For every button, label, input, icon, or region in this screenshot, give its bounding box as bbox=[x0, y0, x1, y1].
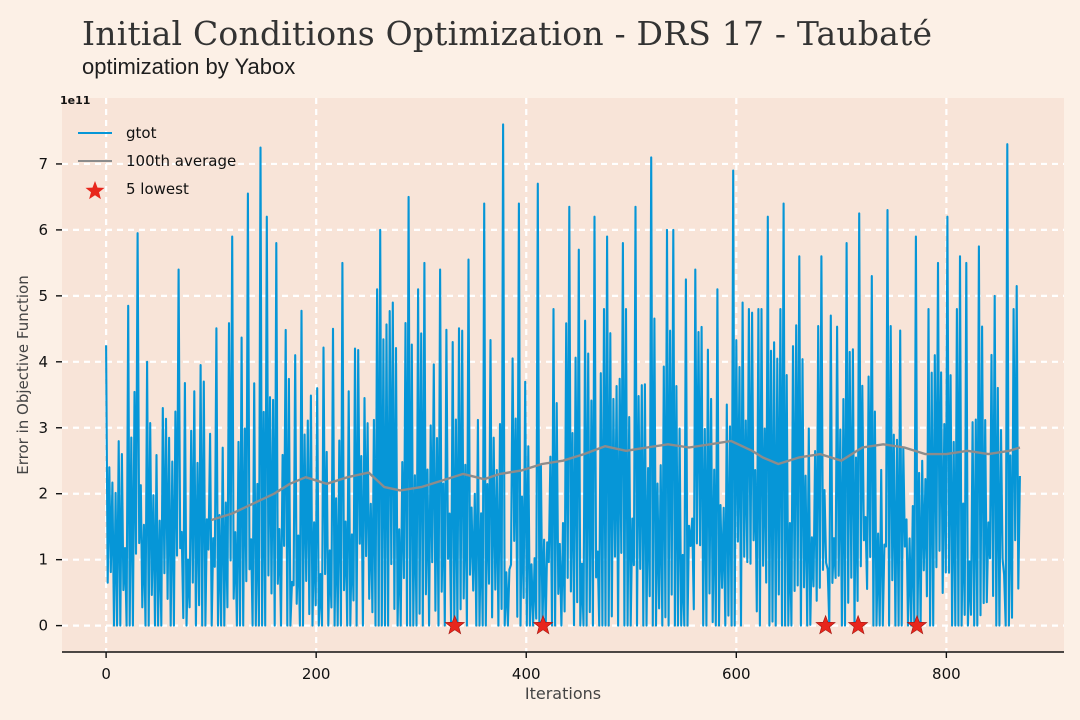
legend-lowest-swatch bbox=[85, 181, 105, 200]
x-tick-label: 600 bbox=[722, 665, 751, 683]
x-tick-label: 0 bbox=[101, 665, 111, 683]
lowest-star-marker bbox=[532, 614, 554, 635]
lowest-star-marker bbox=[815, 614, 836, 635]
lowest-star-marker bbox=[444, 614, 466, 635]
legend-lowest-label: 5 lowest bbox=[126, 180, 189, 198]
lowest-star-marker bbox=[847, 614, 869, 635]
legend-gtot-label: gtot bbox=[126, 124, 157, 142]
chart-subtitle: optimization by Yabox bbox=[82, 54, 296, 79]
y-axis-label: Error in Objective Function bbox=[14, 275, 32, 474]
x-tick-label: 800 bbox=[932, 665, 961, 683]
y-tick-label: 6 bbox=[38, 221, 48, 239]
series-100th-average bbox=[210, 439, 1021, 522]
y-tick-label: 5 bbox=[38, 287, 48, 305]
series-5-lowest bbox=[444, 614, 928, 635]
x-tick-label: 400 bbox=[512, 665, 541, 683]
lowest-star-marker bbox=[906, 614, 928, 635]
x-tick-label: 200 bbox=[302, 665, 331, 683]
y-tick-label: 0 bbox=[38, 617, 48, 635]
average-line bbox=[210, 439, 1021, 522]
series-gtot bbox=[105, 123, 1021, 627]
y-tick-label: 1 bbox=[38, 551, 48, 569]
x-axis-label: Iterations bbox=[525, 684, 601, 703]
y-axis-offset-label: 1e11 bbox=[60, 94, 90, 107]
y-tick-label: 7 bbox=[38, 155, 48, 173]
axes: 0 200 400 600 800 0 1 2 3 4 5 6 7 1e11 Iterations Error… bbox=[14, 94, 1064, 703]
chart-title: Initial Conditions Optimization - DRS 17… bbox=[82, 14, 933, 53]
y-tick-label: 4 bbox=[38, 353, 48, 371]
legend-average-label: 100th average bbox=[126, 152, 236, 170]
y-tick-label: 2 bbox=[38, 485, 48, 503]
legend: gtot 100th average 5 lowest bbox=[78, 124, 236, 200]
gtot-line bbox=[105, 123, 1021, 627]
y-tick-label: 3 bbox=[38, 419, 48, 437]
